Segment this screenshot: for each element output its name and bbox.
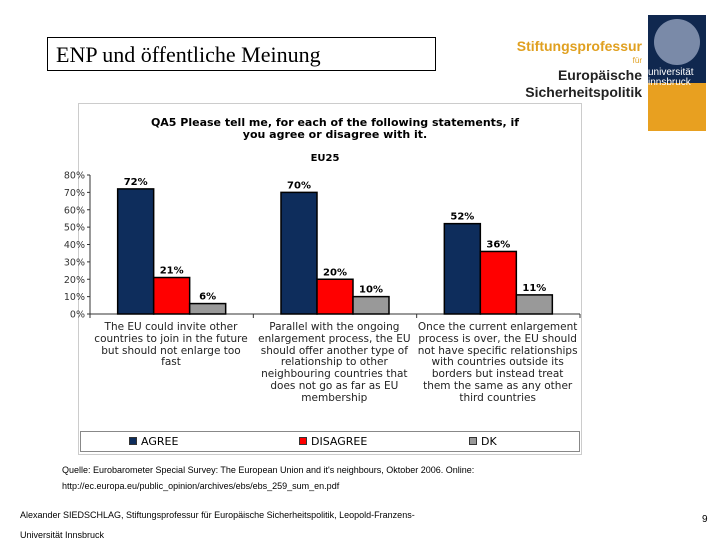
y-tick-label: 20% bbox=[64, 275, 85, 286]
bar-agree bbox=[116, 188, 155, 315]
category-label: Once the current enlargement process is … bbox=[417, 321, 578, 404]
page-number: 9 bbox=[702, 514, 708, 525]
data-label: 21% bbox=[160, 266, 184, 277]
bar-disagree bbox=[479, 250, 518, 315]
y-tick-label: 60% bbox=[64, 205, 85, 216]
legend-item: AGREE bbox=[129, 432, 178, 451]
logo-pattern bbox=[648, 83, 706, 131]
data-label: 36% bbox=[486, 239, 510, 250]
chart-subtitle: EU25 bbox=[311, 153, 340, 164]
data-label: 11% bbox=[522, 283, 546, 294]
legend-label: DK bbox=[481, 435, 497, 448]
legend-swatch bbox=[469, 437, 477, 445]
bar-agree bbox=[443, 222, 482, 315]
y-tick-label: 0% bbox=[70, 310, 85, 321]
logo-uni: universität bbox=[648, 67, 694, 78]
category-label: Parallel with the ongoing enlargement pr… bbox=[258, 321, 411, 404]
logo-line: Sicherheitspolitik bbox=[525, 84, 642, 100]
chart-title-line2: you agree or disagree with it. bbox=[243, 128, 427, 141]
logo-line: für bbox=[632, 56, 642, 65]
university-logo: universität innsbruck bbox=[648, 15, 706, 131]
data-label: 6% bbox=[199, 292, 216, 303]
legend-item: DISAGREE bbox=[299, 432, 367, 451]
seal-icon bbox=[654, 19, 700, 65]
footer-line: Alexander SIEDSCHLAG, Stiftungsprofessur… bbox=[20, 510, 415, 520]
footer: Alexander SIEDSCHLAG, Stiftungsprofessur… bbox=[20, 505, 415, 545]
data-label: 72% bbox=[124, 177, 148, 188]
legend-item: DK bbox=[469, 432, 497, 451]
slide-title: ENP und öffentliche Meinung bbox=[47, 37, 436, 71]
logo-line: Europäische bbox=[557, 67, 642, 83]
chart-title: QA5 Please tell me, for each of the foll… bbox=[151, 116, 519, 129]
data-label: 10% bbox=[359, 285, 383, 296]
data-label: 70% bbox=[287, 180, 311, 191]
category-label: The EU could invite other countries to j… bbox=[94, 321, 248, 369]
legend-label: DISAGREE bbox=[311, 435, 368, 448]
bar-dk bbox=[352, 295, 390, 315]
logo-uni: innsbruck bbox=[648, 77, 691, 88]
legend-swatch bbox=[299, 437, 307, 445]
y-tick-label: 40% bbox=[64, 240, 85, 251]
source-line: http://ec.europa.eu/public_opinion/archi… bbox=[62, 481, 340, 491]
bar-disagree bbox=[152, 276, 191, 315]
bar-chart: QA5 Please tell me, for each of the foll… bbox=[64, 116, 581, 321]
y-tick-label: 10% bbox=[64, 292, 85, 303]
source-line: Quelle: Eurobarometer Special Survey: Th… bbox=[62, 465, 475, 475]
legend-label: AGREE bbox=[141, 435, 179, 448]
data-label: 20% bbox=[323, 267, 347, 278]
y-tick-label: 70% bbox=[64, 188, 85, 199]
y-tick-label: 30% bbox=[64, 257, 85, 268]
source-note: Quelle: Eurobarometer Special Survey: Th… bbox=[62, 462, 474, 494]
logo: Stiftungsprofessur für Europäische Siche… bbox=[517, 38, 642, 101]
bar-agree bbox=[280, 191, 318, 315]
legend: AGREE DISAGREE DK bbox=[80, 431, 580, 452]
bar-disagree bbox=[316, 278, 354, 315]
y-tick-label: 50% bbox=[64, 223, 85, 234]
legend-swatch bbox=[129, 437, 137, 445]
bar-dk bbox=[515, 294, 554, 315]
data-label: 52% bbox=[450, 212, 474, 223]
logo-line: Stiftungsprofessur bbox=[516, 38, 642, 54]
y-tick-label: 80% bbox=[64, 171, 85, 182]
chart-frame bbox=[78, 103, 582, 455]
bar-dk bbox=[188, 302, 227, 315]
footer-line: Universität Innsbruck bbox=[20, 530, 105, 540]
